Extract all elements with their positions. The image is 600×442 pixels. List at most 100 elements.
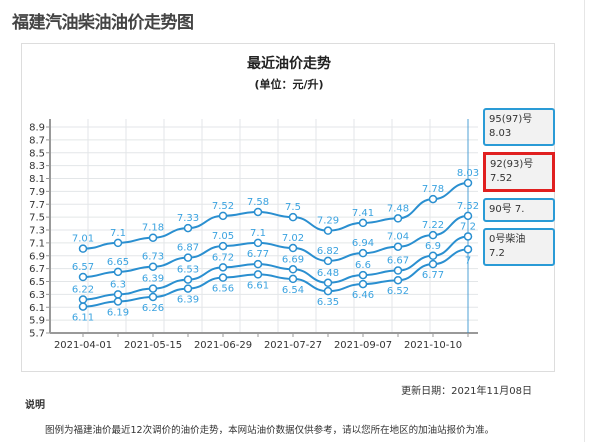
data-point [428,230,438,240]
data-point [393,275,403,285]
y-tick-label: 8.1 [29,174,45,185]
y-tick-label: 8.3 [29,161,45,172]
data-label: 6.35 [317,297,339,308]
data-point [358,218,368,228]
data-label: 6.22 [72,285,94,296]
data-label: 7.29 [317,216,339,227]
x-tick-label: 2021-05-15 [124,340,182,351]
data-label: 7.04 [387,232,409,243]
data-point [253,207,263,217]
data-label: 6.46 [352,290,374,301]
data-label: 6.19 [107,307,129,318]
data-point [113,238,123,248]
data-label: 8.03 [457,168,479,179]
x-tick-label: 2021-10-10 [404,340,462,351]
y-tick-label: 7.9 [29,187,45,198]
data-label: 7.52 [212,201,234,212]
tooltip-series-name: 95(97)号 [489,114,533,125]
data-point [288,274,298,284]
data-label: 6.94 [352,238,374,249]
data-label: 6.61 [247,280,269,291]
data-label: 6.39 [142,274,164,285]
data-point [463,211,473,221]
data-point [218,241,228,251]
data-label: 7.1 [110,228,126,239]
data-point [393,214,403,223]
data-label: 6.65 [107,257,129,268]
x-tick-label: 2021-04-01 [54,340,112,351]
data-label: 6.77 [247,249,269,260]
data-label: 6.73 [142,252,164,263]
data-point [148,292,158,302]
data-label: 7.18 [142,223,164,234]
tooltip-value: 8.03 [489,128,512,139]
x-tick-label: 2021-09-07 [334,340,392,351]
y-tick-label: 5.9 [29,316,45,327]
data-point [253,259,263,269]
y-tick-label: 7.1 [29,238,45,249]
data-label: 7 [465,255,471,266]
data-label: 7.33 [177,213,199,224]
divider [584,0,585,442]
data-label: 6.54 [282,285,304,296]
data-point [148,233,158,242]
data-point [218,263,228,272]
data-point [288,212,298,222]
data-label: 6.82 [317,246,339,257]
data-point [183,223,193,233]
y-tick-label: 6.5 [29,277,45,288]
notes-title: 说明 [25,400,45,411]
data-point [463,178,473,188]
data-point [358,248,368,258]
data-label: 7.48 [387,203,409,214]
data-label: 6.6 [355,260,371,271]
data-label: 6.52 [387,286,409,297]
data-point [113,267,123,277]
data-point [148,284,158,293]
data-label: 6.53 [177,265,199,276]
data-label: 6.67 [387,256,409,267]
page-title: 福建汽油柴油油价走势图 [12,13,194,33]
tooltip-value: 7.2 [489,248,505,259]
data-point [393,242,403,251]
data-label: 7.52 [457,201,479,212]
data-point [393,266,403,275]
data-label: 6.39 [177,295,199,306]
data-label: 7.1 [250,228,266,239]
data-label: 7.05 [212,231,234,242]
y-tick-label: 8.7 [29,135,45,146]
data-point [323,278,333,288]
data-label: 6.72 [212,252,234,263]
data-point [183,253,193,262]
data-label: 6.11 [72,313,94,324]
data-point [428,259,438,269]
chart-subtitle: (单位：元/升) [254,77,323,91]
series-line-3 [82,248,469,308]
data-point [323,226,333,235]
x-tick-label: 2021-07-27 [264,340,322,351]
data-point [218,273,228,282]
tooltip-0-diesel: 0号柴油 7.2 [483,228,555,266]
y-tick-label: 6.7 [29,264,45,275]
data-point [288,243,298,253]
data-label: 6.3 [110,279,126,290]
data-label: 7.22 [422,220,444,231]
data-point [253,238,263,248]
data-point [78,244,88,253]
data-label: 6.9 [425,241,441,252]
data-label: 6.69 [282,254,304,265]
data-point [148,262,158,271]
y-tick-label: 8.9 [29,123,45,134]
tooltip-text: 92(93)号 7.52 [490,159,534,184]
data-point [113,290,123,299]
data-label: 6.87 [177,243,199,254]
data-label: 7.78 [422,184,444,195]
notes-text: 图例为福建油价最近12次调价的油价走势，本网站油价数据仅供参考，请以您所在地区的… [45,425,495,436]
data-point [78,302,88,311]
x-tick-label: 2021-06-29 [194,340,252,351]
data-label: 7.01 [72,234,94,245]
data-label: 6.48 [317,268,339,279]
data-label: 6.57 [72,262,94,273]
data-point [183,284,193,293]
data-point [113,297,123,306]
